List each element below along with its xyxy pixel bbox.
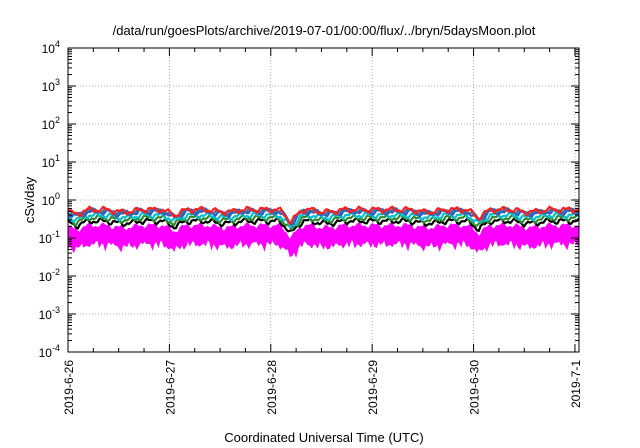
chart-title: /data/run/goesPlots/archive/2019-07-01/0… <box>113 23 536 38</box>
x-tick-label: 2019-6-26 <box>62 360 76 415</box>
y-tick-label: 101 <box>42 153 60 170</box>
x-axis-label: Coordinated Universal Time (UTC) <box>224 430 423 445</box>
series-band <box>67 222 580 258</box>
x-tick-label: 2019-7-1 <box>569 360 583 408</box>
y-tick-label: 10-1 <box>39 229 60 246</box>
grid-lines <box>68 48 579 352</box>
axis-ticks <box>67 47 579 353</box>
y-tick-label: 10-3 <box>39 305 60 322</box>
y-tick-label: 10-2 <box>39 267 60 284</box>
y-tick-label: 103 <box>42 77 60 94</box>
x-tick-label: 2019-6-29 <box>366 360 380 415</box>
series-layer <box>67 205 580 258</box>
series-line <box>67 205 580 225</box>
y-tick-label: 10-4 <box>39 343 60 360</box>
y-tick-labels: 10-4 10-3 10-2 10-1 100 101 102 103 104 <box>39 39 60 360</box>
y-axis-label: cSv/day <box>22 176 37 223</box>
y-tick-label: 100 <box>42 191 60 208</box>
x-tick-label: 2019-6-27 <box>163 360 177 415</box>
x-tick-label: 2019-6-28 <box>265 360 279 415</box>
x-tick-label: 2019-6-30 <box>468 360 482 415</box>
y-tick-label: 104 <box>42 39 60 56</box>
y-tick-label: 102 <box>42 115 60 132</box>
x-tick-labels: 2019-6-26 2019-6-27 2019-6-28 2019-6-29 2019… <box>62 360 583 415</box>
series-line <box>67 211 580 229</box>
